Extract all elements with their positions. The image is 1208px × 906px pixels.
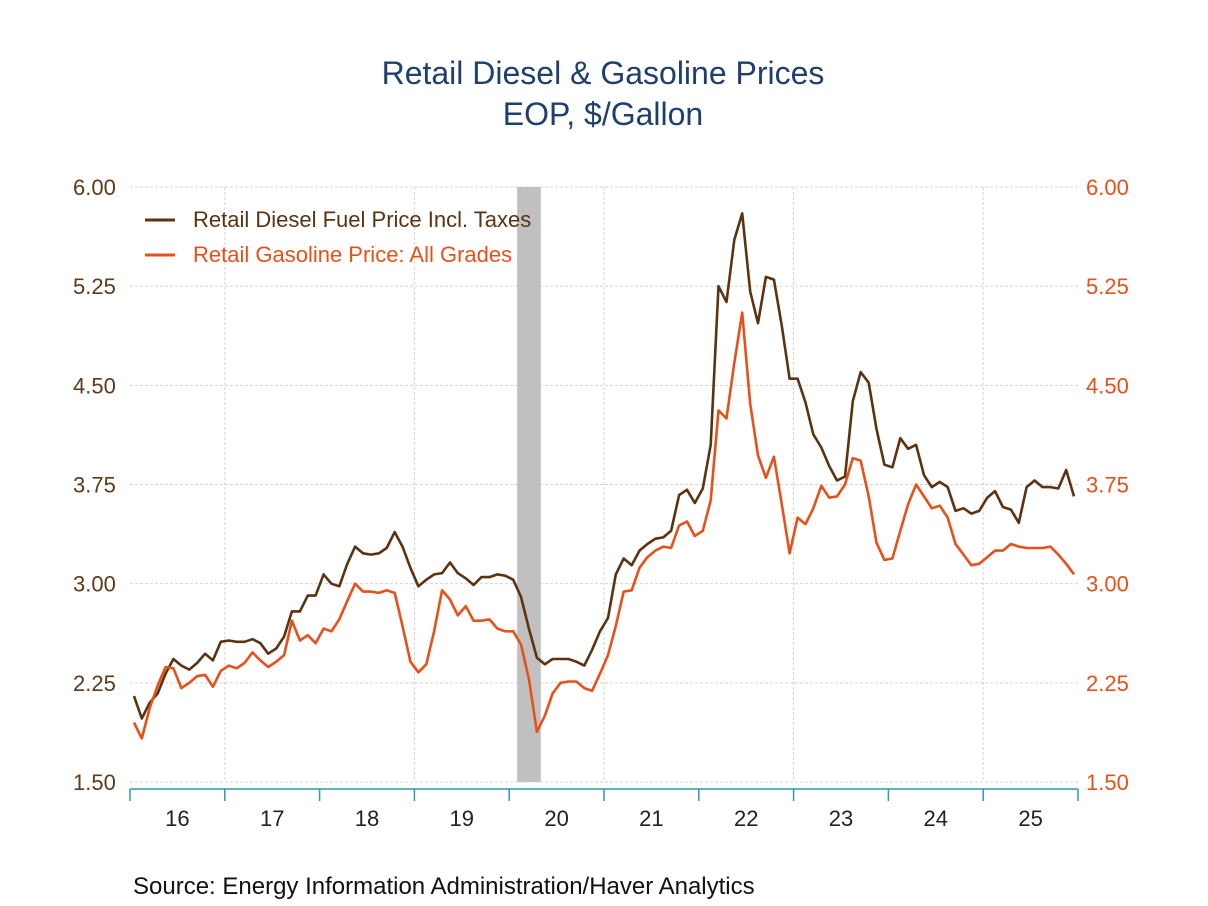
y-tick-label-left: 4.50 [73, 373, 116, 398]
y-tick-label-right: 2.25 [1086, 671, 1129, 696]
chart-subtitle: EOP, $/Gallon [503, 96, 703, 132]
x-tick-label: 23 [829, 806, 853, 831]
y-tick-label-right: 5.25 [1086, 274, 1129, 299]
y-tick-label-left: 3.75 [73, 473, 116, 498]
series-line-diesel [132, 212, 1076, 720]
y-tick-label-right: 3.00 [1086, 572, 1129, 597]
grid [130, 186, 1078, 783]
y-tick-label-left: 1.50 [73, 770, 116, 795]
y-tick-label-right: 3.75 [1086, 473, 1129, 498]
source-note: Source: Energy Information Administratio… [133, 873, 755, 900]
series-lines [132, 212, 1076, 740]
legend: Retail Diesel Fuel Price Incl. Taxes Ret… [145, 207, 531, 267]
y-tick-label-right: 6.00 [1086, 175, 1129, 200]
recession-shading [517, 187, 541, 782]
y-tick-label-right: 4.50 [1086, 373, 1129, 398]
y-tick-label-left: 3.00 [73, 572, 116, 597]
x-axis: 16 17 18 19 20 21 22 23 24 25 [129, 788, 1079, 831]
x-tick-label: 25 [1018, 806, 1042, 831]
x-tick-label: 22 [734, 806, 758, 831]
y-tick-label-left: 2.25 [73, 671, 116, 696]
legend-label-diesel: Retail Diesel Fuel Price Incl. Taxes [193, 207, 531, 232]
x-tick-label: 21 [639, 806, 663, 831]
legend-label-gasoline: Retail Gasoline Price: All Grades [193, 242, 512, 267]
x-tick-label: 19 [450, 806, 474, 831]
x-tick-label: 20 [544, 806, 568, 831]
y-tick-label-left: 5.25 [73, 274, 116, 299]
x-tick-label: 24 [924, 806, 948, 831]
x-tick-label: 18 [355, 806, 379, 831]
y-tick-label-left: 6.00 [73, 175, 116, 200]
y-axis-ticks: 1.50 1.50 2.25 2.25 3.00 3.00 3.75 3.75 4.50 4.50… [73, 175, 1129, 795]
y-tick-label-right: 1.50 [1086, 770, 1129, 795]
chart-title: Retail Diesel & Gasoline Prices [382, 55, 825, 91]
x-tick-label: 17 [260, 806, 284, 831]
x-tick-label: 16 [165, 806, 189, 831]
series-line-gasoline [132, 311, 1076, 740]
